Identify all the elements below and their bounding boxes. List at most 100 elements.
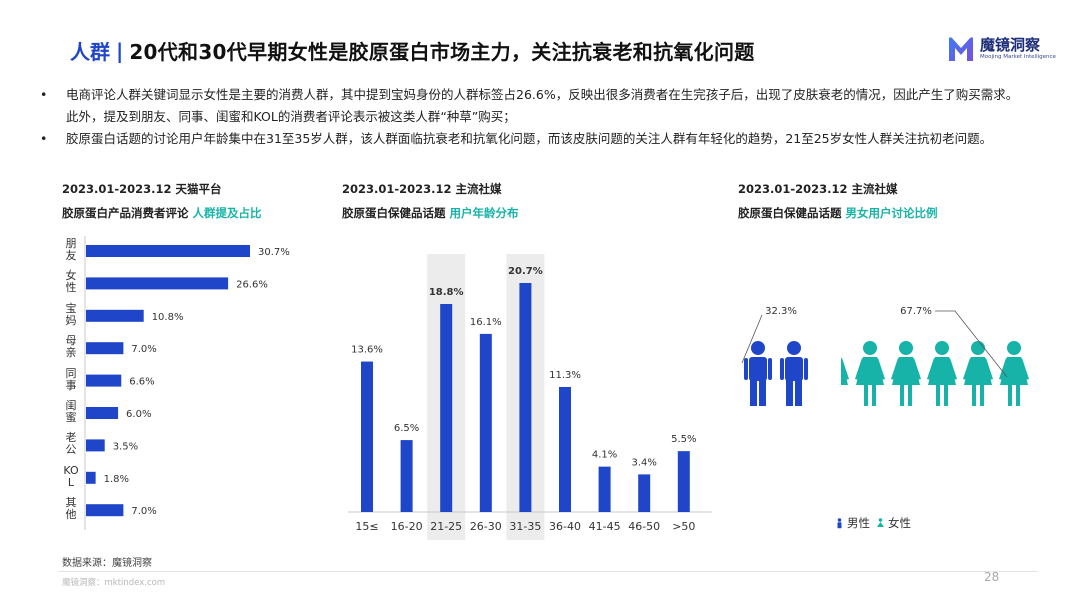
bullet-item: • 电商评论人群关键词显示女性是主要的消费人群，其中提到宝妈身份的人群标签占26… xyxy=(40,84,1030,128)
hbar-category-label-line: 性 xyxy=(65,281,77,295)
hbar-category-label: 老公 xyxy=(60,432,82,456)
hbar-category-label-line: 闺 xyxy=(65,399,77,412)
vbar-category-label: 36-40 xyxy=(549,520,581,533)
hbar-category-label-line: 公 xyxy=(65,443,77,457)
legend-label-female: 女性 xyxy=(888,516,911,530)
left-panel-subtitle: 胶原蛋白产品消费者评论 人群提及占比 xyxy=(62,205,262,221)
vbar-value-label: 5.5% xyxy=(671,434,696,445)
title-text: 20代和30代早期女性是胶原蛋白市场主力，关注抗衰老和抗氧化问题 xyxy=(129,40,755,64)
hbar-value-label: 3.5% xyxy=(113,441,138,452)
legend-item-female: 女性 xyxy=(876,515,911,531)
hbar-category-label-line: 亲 xyxy=(65,346,77,360)
logo-subtitle: Moojing Market Intelligence xyxy=(980,54,1056,60)
hbar-bar xyxy=(86,471,96,484)
footer-divider xyxy=(58,571,1038,572)
hbar-category-label-line: 蜜 xyxy=(65,411,77,424)
left-panel-subtitle-plain: 胶原蛋白产品消费者评论 xyxy=(62,206,193,220)
hbar-category-label-line: 妈 xyxy=(65,313,77,327)
legend-label-male: 男性 xyxy=(847,516,870,530)
hbar-category-label-line: 母 xyxy=(65,334,77,348)
vbar-bar xyxy=(598,466,611,512)
hbar-category-label: 同事 xyxy=(60,366,82,392)
hbar-category-label-line: 女 xyxy=(65,269,77,283)
vbar-bar xyxy=(677,451,690,512)
vbar-bar xyxy=(440,304,453,512)
hbar-category-label-line: 其 xyxy=(65,496,77,510)
female-person-icon xyxy=(927,341,957,406)
vbar-value-label: 20.7% xyxy=(508,266,543,277)
hbar-value-label: 26.6% xyxy=(236,279,268,290)
page-number: 28 xyxy=(984,570,1000,584)
female-person-icon xyxy=(999,341,1029,406)
summary-bullets: • 电商评论人群关键词显示女性是主要的消费人群，其中提到宝妈身份的人群标签占26… xyxy=(40,84,1030,150)
hbar-category-label: 朋友 xyxy=(60,238,82,262)
logo-name: 魔镜洞察 xyxy=(980,36,1041,54)
hbar-category-label-line: 朋 xyxy=(65,237,77,250)
vbar-chart: 13.6% 15≤ 6.5% 16-20 18.8% 21-25 16.1% 26-30 20.… xyxy=(348,254,712,540)
hbar-category-label-line: 同 xyxy=(65,366,77,380)
vbar-value-label: 3.4% xyxy=(631,457,656,468)
hbar-value-label: 30.7% xyxy=(258,247,290,258)
hbar-value-label: 10.8% xyxy=(152,312,184,323)
hbar-category-label: KO L xyxy=(60,463,82,489)
vbar-value-label: 16.1% xyxy=(470,317,502,328)
vbar-category-label: 41-45 xyxy=(589,520,621,533)
vbar-bar xyxy=(479,333,492,512)
middle-panel-subtitle: 胶原蛋白保健品话题 用户年龄分布 xyxy=(342,205,519,221)
hbar-chart: 30.7% 26.6% 10.8% 7.0% 6.6% 6.0% 3.5% 1.8% 7.0% xyxy=(84,236,290,530)
vbar-value-label: 6.5% xyxy=(394,423,419,434)
title-separator: | xyxy=(116,38,124,63)
page-title: 人群 | 20代和30代早期女性是胶原蛋白市场主力，关注抗衰老和抗氧化问题 xyxy=(70,36,755,65)
hbar-bar xyxy=(86,439,105,452)
hbar-category-label: 其他 xyxy=(60,497,82,521)
hbar-value-label: 6.6% xyxy=(129,377,154,388)
male-person-icon xyxy=(780,341,808,406)
brand-logo: 魔镜洞察 Moojing Market Intelligence xyxy=(946,34,1056,64)
middle-panel-subtitle-plain: 胶原蛋白保健品话题 xyxy=(342,206,450,220)
vbar-bar xyxy=(638,474,651,512)
hbar-category-label-line: L xyxy=(67,475,75,489)
hbar-bar xyxy=(86,374,122,387)
female-person-icon xyxy=(891,341,921,406)
hbar-category-label-line: 老 xyxy=(65,431,77,445)
vbar-category-label: 15≤ xyxy=(355,520,378,533)
vbar-bar xyxy=(559,386,571,512)
right-panel-subtitle-plain: 胶原蛋白保健品话题 xyxy=(738,206,846,220)
female-person-icon xyxy=(855,341,885,406)
hbar-category-label: 宝妈 xyxy=(60,302,82,327)
vbar-category-label: 26-30 xyxy=(470,520,502,533)
hbar-category-label: 女性 xyxy=(60,270,82,294)
vbar-bar xyxy=(400,440,413,512)
left-panel-subtitle-highlight: 人群提及占比 xyxy=(192,206,262,220)
data-source: 数据来源：魔镜洞察 xyxy=(62,558,152,569)
right-panel-subtitle-highlight: 男女用户讨论比例 xyxy=(845,206,938,220)
hbar-category-label-line: 事 xyxy=(65,378,77,392)
gender-legend: 男性 女性 xyxy=(835,515,911,531)
hbar-value-label: 6.0% xyxy=(126,409,151,420)
female-value-label: 67.7% xyxy=(900,306,932,317)
bullet-text: 电商评论人群关键词显示女性是主要的消费人群，其中提到宝妈身份的人群标签占26.6… xyxy=(66,87,1019,124)
vbar-category-label: 16-20 xyxy=(391,520,423,533)
vbar-value-label: 11.3% xyxy=(549,370,581,381)
bullet-item: • 胶原蛋白话题的讨论用户年龄集中在31至35岁人群，该人群面临抗衰老和抗氧化问… xyxy=(40,128,1030,150)
female-leader-line xyxy=(935,310,1008,378)
hbar-category-label-line: KO xyxy=(63,463,79,477)
male-legend-icon xyxy=(837,517,842,528)
footer-website: 魔镜洞察：mktindex.com xyxy=(62,578,166,588)
hbar-bar xyxy=(86,407,119,419)
right-panel-period: 2023.01-2023.12 主流社媒 xyxy=(738,182,898,196)
middle-panel-subtitle-highlight: 用户年龄分布 xyxy=(449,206,519,220)
vbar-bar xyxy=(519,283,532,512)
pictogram-chart: 32.3% 67.7% xyxy=(741,306,1029,406)
hbar-bar xyxy=(86,277,229,290)
hbar-category-label-line: 友 xyxy=(65,249,77,262)
bullet-text: 胶原蛋白话题的讨论用户年龄集中在31至35岁人群，该人群面临抗衰老和抗氧化问题，… xyxy=(66,131,993,146)
hbar-category-label: 闺蜜 xyxy=(60,400,82,424)
male-leader-line xyxy=(741,314,763,364)
vbar-value-label: 13.6% xyxy=(351,345,383,356)
hbar-bar xyxy=(86,245,250,257)
hbar-value-label: 7.0% xyxy=(131,506,156,517)
moojing-m-logo-icon xyxy=(949,37,973,61)
female-person-icon xyxy=(841,357,849,385)
male-value-label: 32.3% xyxy=(765,306,797,317)
